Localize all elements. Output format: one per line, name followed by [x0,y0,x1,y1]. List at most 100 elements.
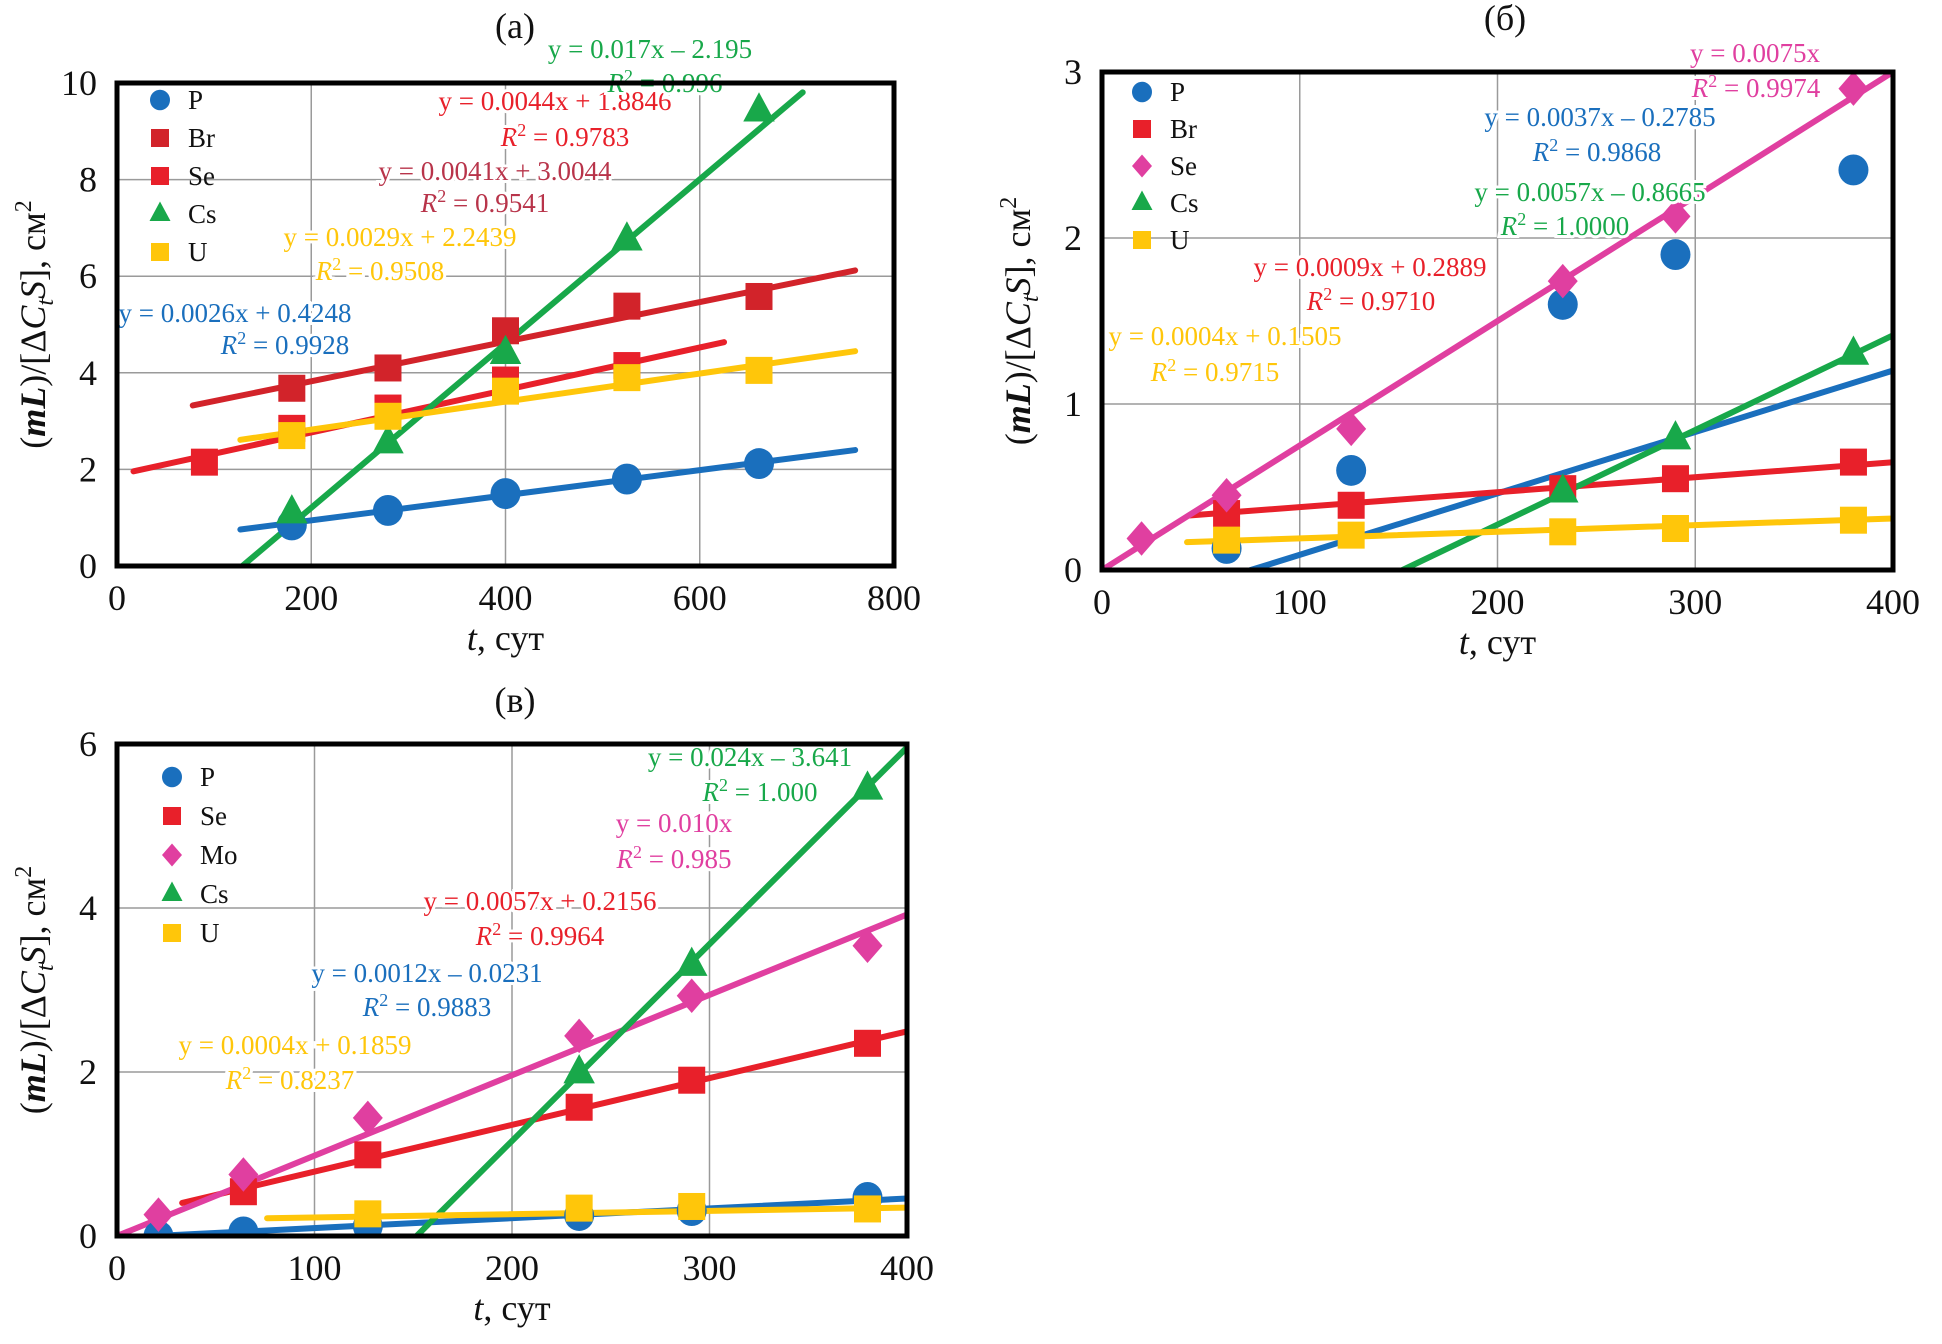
data-point-mo [228,1157,259,1192]
r-symbol: R [702,777,720,807]
legend-marker-se [1132,154,1152,178]
legend-marker-se [163,807,181,825]
y-tick-label: 0 [79,1216,97,1256]
data-point-mo [852,928,883,963]
data-point-p [372,495,403,526]
trendline-se [179,1028,907,1206]
data-point-mo [352,1100,383,1136]
r-symbol: R [1500,211,1518,241]
plot-frame [114,80,897,569]
y-axis-label: (mL)/[ΔCtS], см2 [996,197,1044,446]
legend-item-u: U [151,237,208,267]
legend-item-p: P [1132,77,1185,107]
legend-label: P [188,85,203,115]
equation-br: y = 0.0009x + 0.2889 [1254,252,1487,282]
y-label-part: t [1018,294,1044,302]
y-tick-label: 0 [79,546,97,586]
r-squared-u: R2 = 0.9715 [1150,355,1279,387]
r-squared-value: = 0.9868 [1558,137,1661,167]
r-squared-br: R2 = 0.9710 [1306,284,1435,316]
y-label-part: S [998,277,1038,295]
data-point-u [678,1192,706,1220]
r-squared-value: = 0.9508 [341,256,444,286]
r-squared-value: = 0.9964 [501,921,604,951]
r-exponent: 2 [633,842,642,862]
x-axis-var: t [467,618,478,658]
x-tick-label: 0 [108,1248,126,1288]
y-label-part: mL [13,387,53,437]
r-squared-p: R2 = 0.9868 [1532,135,1661,167]
y-label-part: C [998,301,1038,326]
legend-marker-p [1132,81,1152,103]
y-label-part: C [13,305,53,330]
data-point-u [565,1194,593,1222]
x-tick-label: 600 [673,578,727,618]
legend-label: Cs [1170,188,1199,218]
data-point-cs [851,770,884,800]
r-exponent: 2 [719,775,728,795]
y-tick-label: 4 [79,353,97,393]
y-label-part: )/[Δ [13,330,53,387]
x-axis-unit: , сут [477,618,545,658]
equation-se: y = 0.0057x + 0.2156 [424,886,657,916]
plot-frame [114,741,910,1239]
data-point-cs [563,1054,595,1084]
r-exponent: 2 [1167,355,1176,375]
legend-item-se: Se [163,801,227,831]
r-symbol: R [475,921,493,951]
x-tick-label: 200 [1471,582,1525,622]
legend-item-se: Se [151,161,215,191]
data-point-mo [564,1018,595,1054]
data-point-se [1336,411,1367,447]
data-point-u [854,1195,881,1223]
r-squared-u: R2 = 0.9508 [315,254,444,286]
data-point-cs [276,494,308,524]
legend-marker-p [150,89,170,111]
legend-item-mo: Mo [162,840,238,870]
data-point-se [1547,263,1578,299]
panel-title: (в) [495,680,536,720]
r-squared-value: = 0.8237 [251,1065,354,1095]
x-axis-label: t, сут [473,1288,551,1328]
data-point-p [1336,454,1367,486]
x-tick-label: 400 [880,1248,934,1288]
legend-item-p: P [150,85,203,115]
legend-marker-cs [1131,190,1153,210]
data-point-br [374,354,402,382]
r-squared-cs: R2 = 1.000 [702,775,818,807]
legend-marker-br [1133,120,1151,138]
legend: P Br Se Cs U [1131,77,1199,255]
data-point-cs [675,946,708,976]
r-squared-value: = 0.9783 [526,122,629,152]
x-tick-label: 200 [485,1248,539,1288]
data-point-p [743,448,774,480]
markers [1126,72,1870,564]
r-exponent: 2 [237,328,246,348]
equation-se: y = 0.0075x [1690,38,1820,68]
equation-se: y = 0.0044x + 1.8846 [439,86,672,116]
data-point-u [1839,506,1867,534]
equation-u: y = 0.0029x + 2.2439 [284,222,517,252]
data-point-u [374,402,402,430]
r-squared-value: = 1.000 [728,777,817,807]
legend-label: P [200,762,215,792]
r-symbol: R [225,1065,243,1095]
r-exponent: 2 [379,990,388,1010]
data-point-u [492,377,519,405]
data-point-se [1838,72,1869,106]
data-point-cs [611,221,643,251]
data-point-se [565,1093,593,1121]
legend-item-cs: Cs [1131,188,1199,218]
legend-label: Se [200,801,227,831]
legend-label: U [200,918,220,948]
x-tick-label: 200 [284,578,338,618]
legend-label: Br [188,123,215,153]
legend: P Br Se Cs U [149,85,217,267]
data-point-br [1661,465,1689,493]
x-tick-label: 400 [479,578,533,618]
plot-frame [1099,69,1896,573]
equation-u: y = 0.0004x + 0.1859 [179,1030,412,1060]
data-point-p [1660,239,1691,271]
